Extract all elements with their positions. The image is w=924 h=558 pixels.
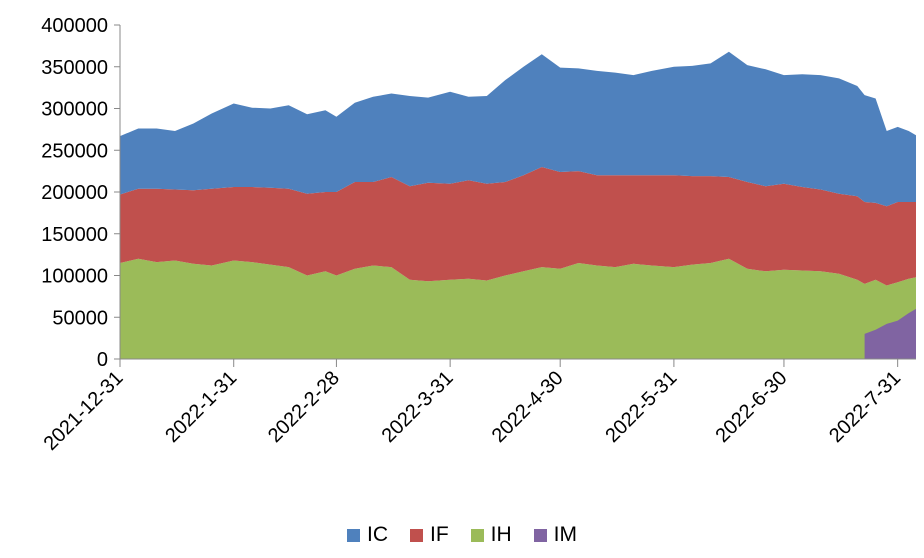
y-tick-label: 250000 xyxy=(41,140,108,162)
legend-label-im: IM xyxy=(553,523,577,546)
y-tick-label: 150000 xyxy=(41,224,108,246)
x-tick-label: 2022-5-31 xyxy=(601,367,681,447)
legend-item-if: IF xyxy=(410,523,449,547)
area-ic xyxy=(120,51,916,207)
area-if xyxy=(120,167,916,286)
legend-label-ih: IH xyxy=(490,523,512,546)
legend-label-if: IF xyxy=(430,523,449,546)
area-series-group xyxy=(120,51,916,359)
area-ih xyxy=(120,258,916,359)
y-tick-label: 0 xyxy=(97,349,108,371)
y-tick-label: 300000 xyxy=(41,99,108,121)
y-tick-label: 200000 xyxy=(41,182,108,204)
legend-item-ic: IC xyxy=(347,523,388,547)
x-tick-label: 2022-7-31 xyxy=(825,367,905,447)
x-tick-label: 2022-3-31 xyxy=(378,367,458,447)
y-tick-label: 350000 xyxy=(41,57,108,79)
x-tick-label: 2021-12-31 xyxy=(40,367,128,455)
x-tick-label: 2022-6-30 xyxy=(711,367,791,447)
chart-legend: IC IF IH IM xyxy=(0,520,924,550)
y-tick-label: 400000 xyxy=(41,15,108,37)
y-tick-label: 50000 xyxy=(52,307,108,329)
legend-item-ih: IH xyxy=(470,523,512,547)
x-tick-label: 2022-1-31 xyxy=(161,367,241,447)
y-tick-label: 100000 xyxy=(41,266,108,288)
legend-swatch-ic xyxy=(347,528,360,542)
legend-swatch-im xyxy=(533,528,547,542)
stacked-area-chart: 0 50000 100000 150000 200000 250000 300000 3500… xyxy=(40,15,916,455)
legend-item-im: IM xyxy=(533,523,577,547)
legend-label-ic: IC xyxy=(367,523,388,546)
x-tick-label: 2022-2-28 xyxy=(264,367,344,447)
x-tick-label: 2022-4-30 xyxy=(488,367,568,447)
legend-swatch-if xyxy=(410,528,423,542)
area-im xyxy=(864,308,916,359)
legend-swatch-ih xyxy=(470,528,484,542)
